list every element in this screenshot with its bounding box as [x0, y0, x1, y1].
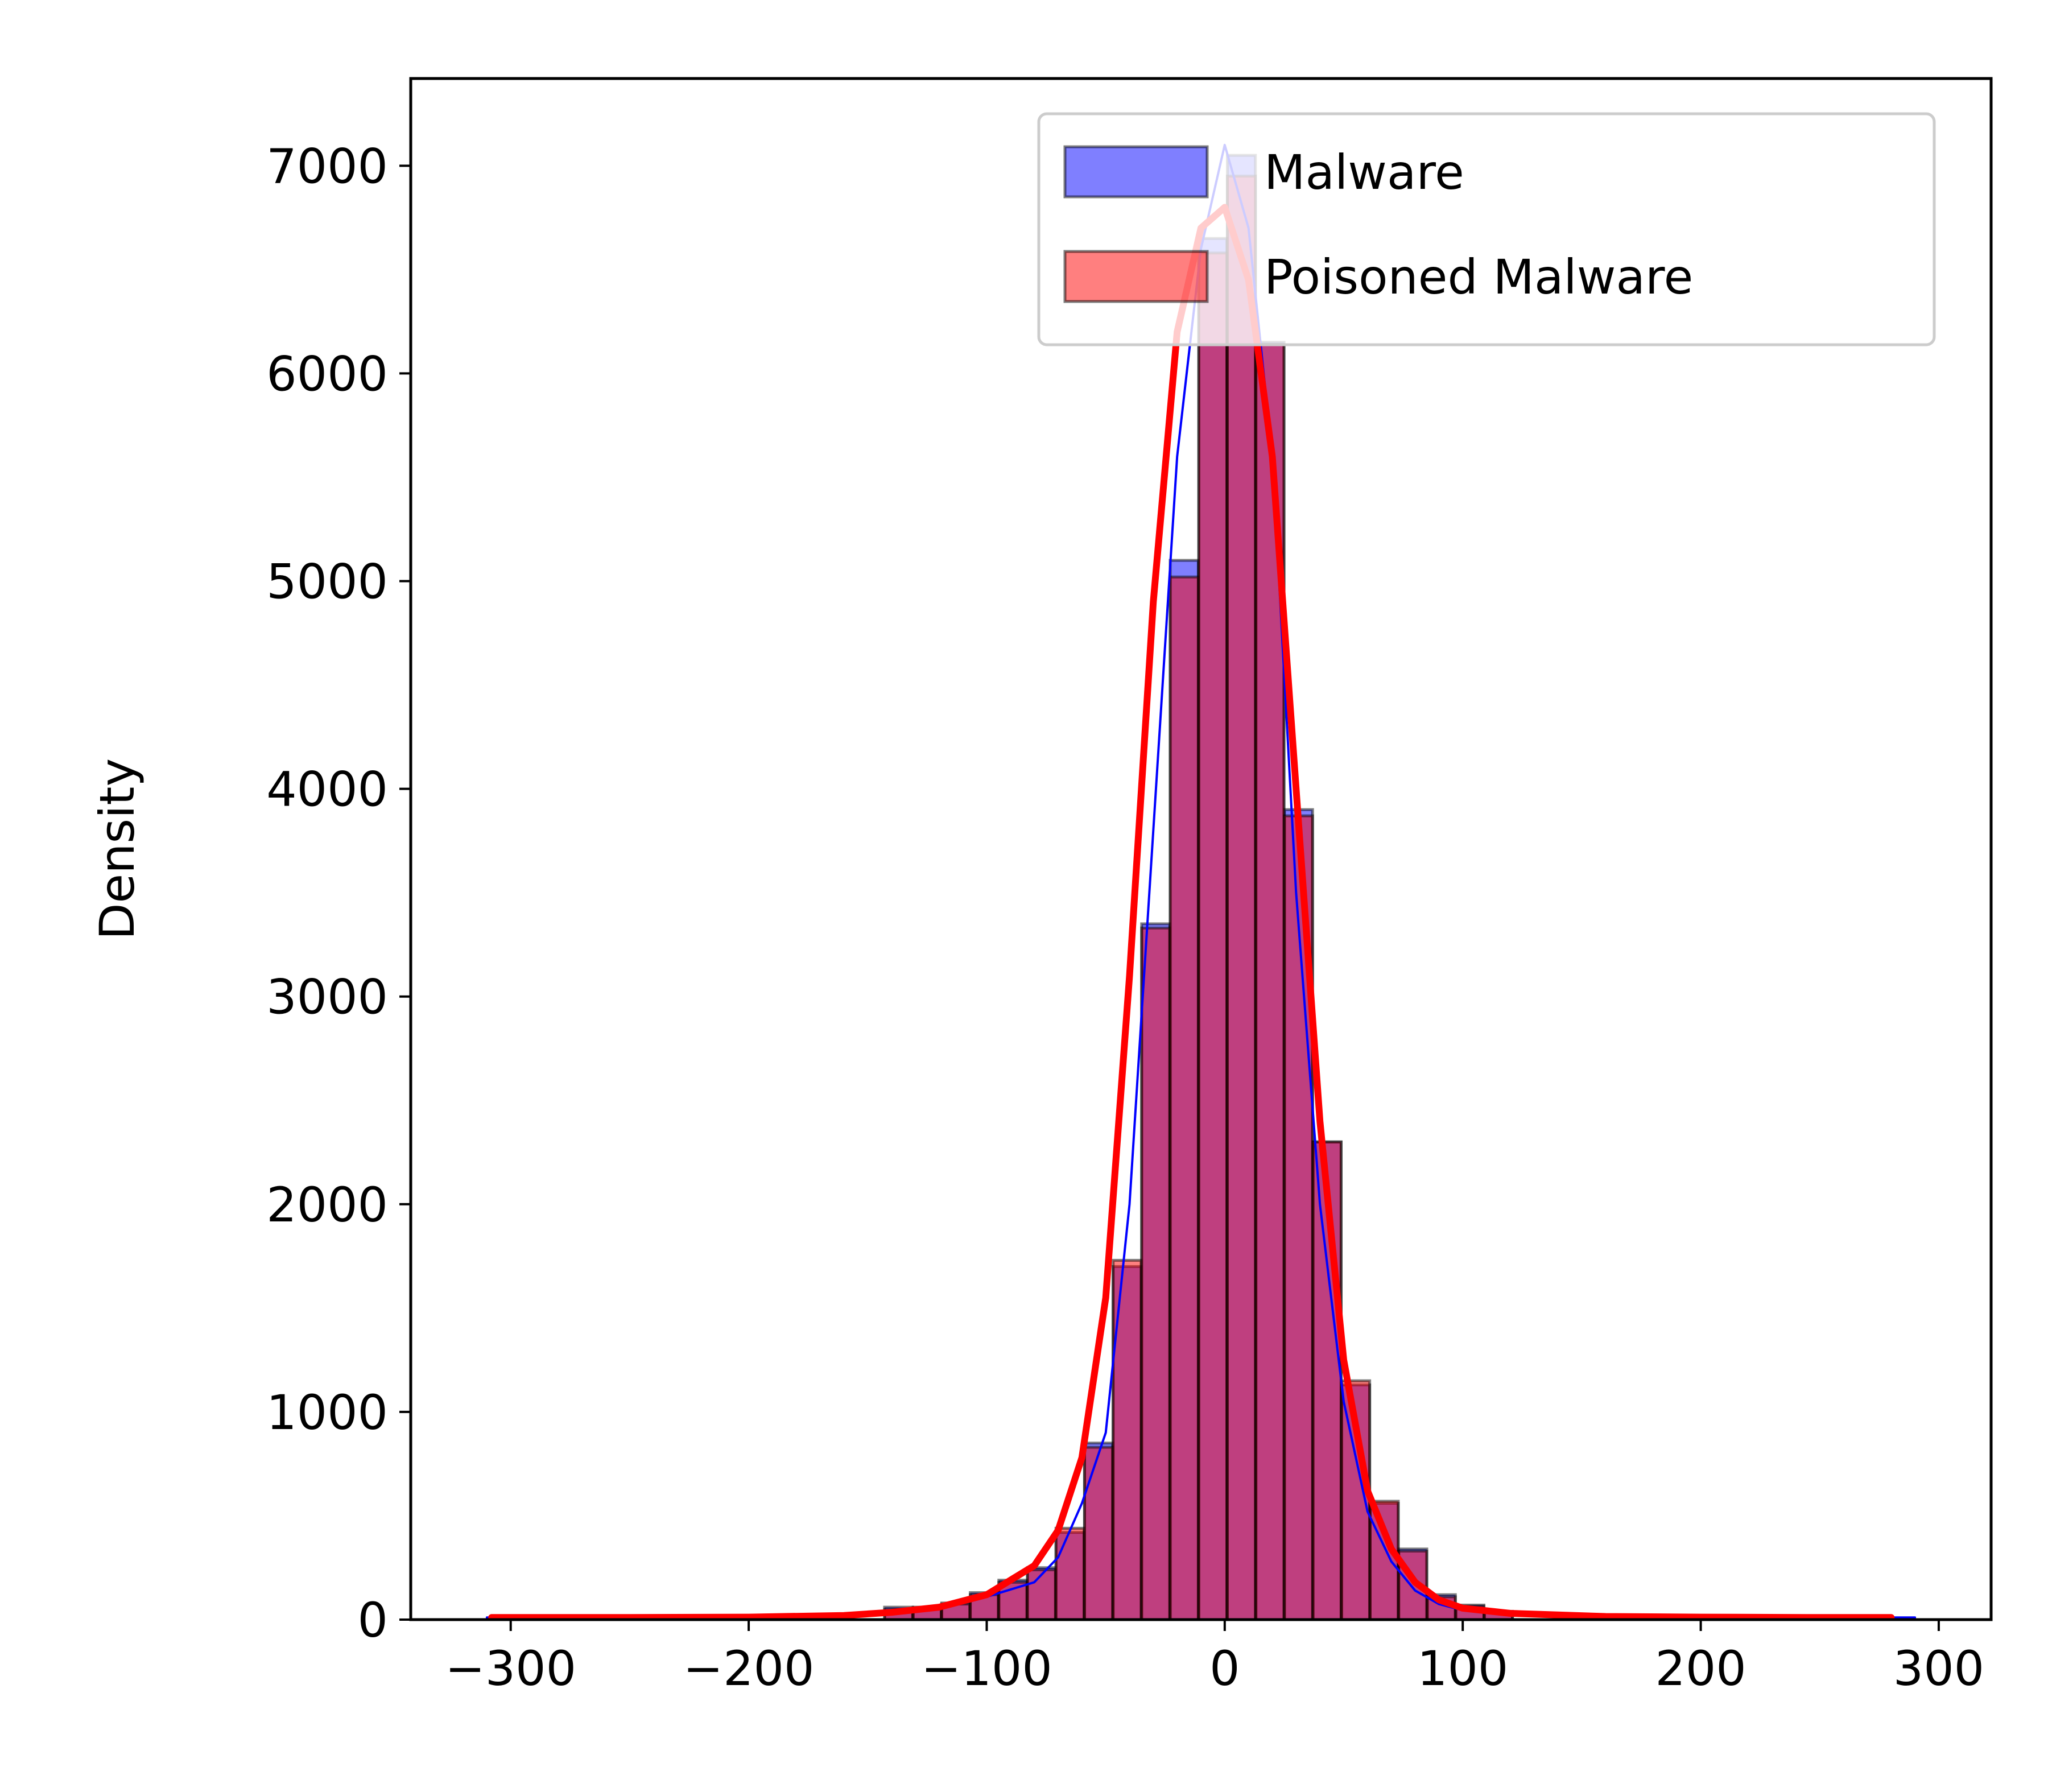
legend-label-malware: Malware	[1264, 144, 1464, 200]
y-tick-label: 1000	[266, 1385, 388, 1440]
bar-poisoned-malware	[1084, 1447, 1112, 1620]
legend-swatch-malware	[1065, 147, 1207, 197]
bar-poisoned-malware	[1027, 1570, 1055, 1620]
y-tick-label: 7000	[266, 138, 388, 194]
y-tick-label: 3000	[266, 969, 388, 1025]
y-axis-label: Density	[89, 758, 145, 940]
legend: Malware Poisoned Malware	[1039, 114, 1934, 345]
x-tick-label: −300	[445, 1641, 576, 1696]
y-tick-label: 6000	[266, 346, 388, 402]
x-tick-label: 0	[1209, 1641, 1240, 1696]
x-tick-label: 100	[1417, 1641, 1508, 1696]
legend-label-poisoned-malware: Poisoned Malware	[1264, 249, 1693, 305]
bar-poisoned-malware	[1227, 176, 1255, 1620]
y-tick-label: 4000	[266, 762, 388, 817]
legend-swatch-poisoned-malware	[1065, 251, 1207, 302]
x-tick-label: 300	[1893, 1641, 1984, 1696]
y-tick-label: 5000	[266, 554, 388, 610]
y-tick-label: 2000	[266, 1177, 388, 1233]
x-tick-label: −200	[683, 1641, 815, 1696]
bar-poisoned-malware	[1170, 577, 1198, 1620]
bar-poisoned-malware	[1370, 1501, 1398, 1620]
bar-poisoned-malware	[1056, 1528, 1084, 1620]
bar-poisoned-malware	[1142, 928, 1170, 1620]
x-tick-label: −100	[921, 1641, 1052, 1696]
x-tick-label: 200	[1655, 1641, 1746, 1696]
bar-poisoned-malware	[1199, 253, 1227, 1620]
y-tick-label: 0	[358, 1592, 388, 1648]
